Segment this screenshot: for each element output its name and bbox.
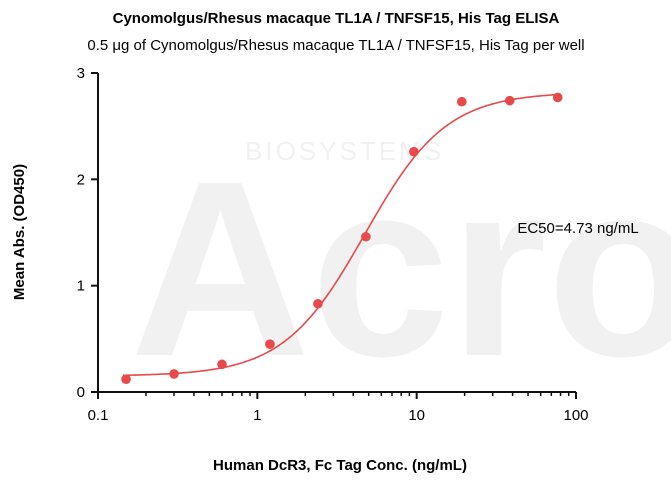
- data-point: [552, 92, 563, 103]
- chart-subtitle: 0.5 μg of Cynomolgus/Rhesus macaque TL1A…: [87, 37, 584, 54]
- data-point: [361, 231, 371, 242]
- y-tick-label: 1: [77, 278, 85, 295]
- data-point: [457, 96, 467, 107]
- data-point: [121, 374, 131, 385]
- x-tick-label: 1: [253, 407, 261, 424]
- x-tick-label: 10: [408, 407, 425, 424]
- y-tick-label: 0: [77, 384, 85, 401]
- y-tick-label: 2: [77, 171, 85, 188]
- chart-title: Cynomolgus/Rhesus macaque TL1A / TNFSF15…: [113, 10, 560, 27]
- x-tick-label: 0.1: [88, 407, 109, 424]
- data-point: [169, 369, 179, 379]
- y-axis-label: Mean Abs. (OD450): [11, 164, 28, 300]
- x-tick-label: 100: [563, 407, 588, 424]
- x-axis-label: Human DcR3, Fc Tag Conc. (ng/mL): [213, 457, 467, 474]
- ec50-annotation: EC50=4.73 ng/mL: [517, 220, 638, 237]
- axes: 0 1 2 3 0.1 1 10 100: [77, 65, 589, 424]
- fit-curve: [122, 93, 561, 377]
- y-tick-label: 3: [77, 65, 85, 82]
- watermark: Acro BIOSYSTEMS: [130, 129, 671, 408]
- data-point: [217, 359, 227, 370]
- fit-curve-layer: [122, 93, 561, 377]
- data-points: [121, 92, 563, 385]
- data-point: [409, 146, 419, 157]
- data-point: [504, 95, 515, 106]
- data-point: [265, 339, 275, 349]
- watermark-logo: Acro: [130, 129, 671, 408]
- data-point: [313, 298, 323, 309]
- watermark-text: BIOSYSTEMS: [245, 136, 444, 166]
